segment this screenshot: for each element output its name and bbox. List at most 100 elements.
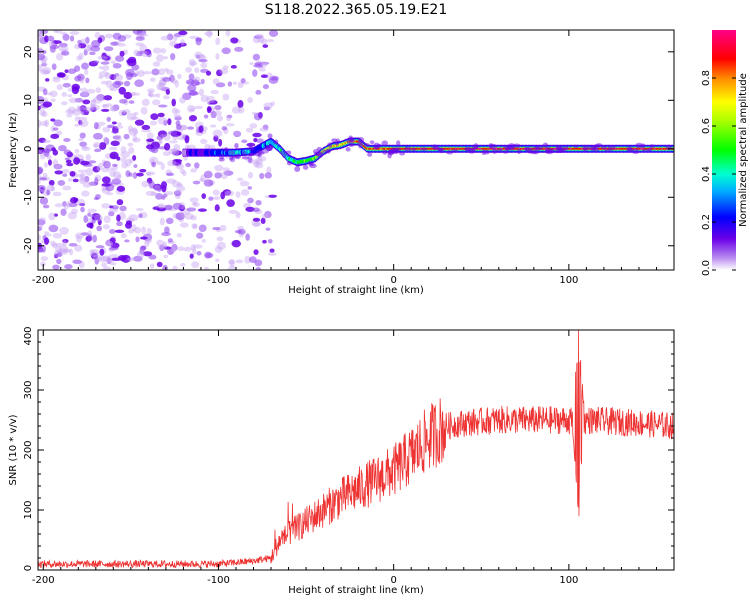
noise-blob	[48, 212, 56, 221]
noise-blob	[108, 87, 119, 91]
noise-blob	[206, 106, 212, 114]
noise-blob	[189, 197, 199, 203]
noise-blob	[212, 226, 221, 231]
noise-blob	[44, 231, 50, 235]
noise-blob	[51, 147, 57, 152]
noise-blob	[182, 92, 192, 101]
noise-blob	[176, 233, 182, 238]
noise-blob	[38, 219, 46, 226]
noise-blob	[69, 35, 75, 42]
noise-blob	[184, 135, 190, 144]
noise-blob	[128, 147, 135, 154]
noise-blob	[164, 226, 170, 234]
ridge-halo	[641, 148, 650, 153]
colorbar-tick-label: 0.0	[701, 260, 712, 276]
noise-blob	[109, 166, 115, 171]
noise-blob	[134, 226, 142, 234]
noise-blob	[64, 69, 69, 73]
noise-blob	[102, 104, 109, 109]
noise-blob	[156, 135, 163, 141]
noise-blob	[266, 72, 273, 80]
noise-blob	[146, 138, 155, 142]
noise-blob	[253, 249, 259, 255]
noise-blob	[200, 94, 209, 103]
noise-blob	[38, 223, 43, 229]
noise-blob	[105, 256, 111, 264]
ridge-halo	[248, 144, 253, 149]
noise-blob	[79, 172, 86, 179]
noise-blob	[124, 239, 130, 243]
noise-blob	[226, 116, 232, 122]
ridge-halo	[464, 148, 471, 152]
noise-blob	[63, 204, 69, 210]
noise-blob	[80, 206, 85, 213]
noise-blob	[48, 224, 59, 233]
noise-blob	[258, 67, 266, 72]
ridge-halo	[345, 138, 351, 143]
noise-blob	[189, 108, 195, 112]
noise-blob	[112, 104, 120, 111]
noise-blob	[214, 104, 222, 111]
noise-blob	[252, 132, 262, 138]
spectrogram-noise-field	[38, 30, 279, 270]
noise-blob	[69, 30, 80, 36]
noise-blob	[248, 256, 257, 263]
ridge-halo	[381, 140, 389, 147]
ridge-halo	[626, 146, 633, 153]
noise-blob	[109, 74, 117, 80]
noise-blob	[265, 227, 271, 231]
noise-blob	[67, 106, 77, 114]
noise-blob	[198, 125, 204, 133]
noise-blob	[141, 180, 150, 188]
noise-blob	[39, 152, 46, 160]
noise-blob	[226, 199, 235, 208]
noise-blob	[136, 172, 144, 177]
noise-blob	[52, 232, 63, 239]
noise-blob	[259, 172, 265, 180]
noise-blob	[247, 171, 254, 179]
noise-blob	[204, 143, 211, 150]
ridge-halo	[224, 147, 229, 153]
noise-blob	[42, 204, 50, 209]
noise-blob	[257, 36, 265, 43]
noise-blob	[101, 176, 111, 184]
noise-blob	[233, 130, 242, 137]
noise-blob	[214, 204, 220, 212]
ridge-halo	[592, 147, 600, 152]
noise-blob	[103, 55, 110, 60]
noise-blob	[163, 133, 171, 141]
noise-blob	[44, 119, 50, 128]
noise-blob	[103, 137, 110, 146]
noise-blob	[176, 185, 186, 192]
noise-blob	[183, 212, 194, 220]
noise-blob	[214, 172, 222, 179]
noise-blob	[72, 259, 82, 264]
noise-blob	[44, 233, 52, 237]
noise-blob	[149, 120, 158, 126]
noise-blob	[103, 136, 109, 143]
ridge-halo	[273, 139, 279, 145]
spectrogram-x-axis: -200 -100 0 100	[32, 30, 675, 286]
noise-blob	[231, 239, 241, 248]
noise-blob	[102, 103, 107, 108]
noise-blob	[185, 79, 195, 85]
noise-blob	[53, 213, 58, 217]
noise-blob	[38, 226, 43, 232]
noise-blob	[190, 61, 198, 66]
ridge-halo	[399, 152, 406, 156]
noise-blob	[40, 58, 47, 64]
noise-blob	[172, 150, 182, 156]
noise-blob	[268, 30, 279, 37]
noise-blob	[112, 163, 118, 167]
noise-blob	[148, 90, 154, 98]
noise-blob	[95, 245, 105, 249]
noise-blob	[114, 73, 120, 77]
noise-blob	[63, 202, 74, 207]
noise-blob	[38, 30, 44, 38]
noise-blob	[249, 61, 254, 66]
noise-blob	[122, 109, 131, 115]
noise-blob	[84, 175, 90, 183]
noise-blob	[262, 84, 270, 90]
noise-blob	[83, 49, 88, 56]
noise-blob	[156, 83, 164, 91]
